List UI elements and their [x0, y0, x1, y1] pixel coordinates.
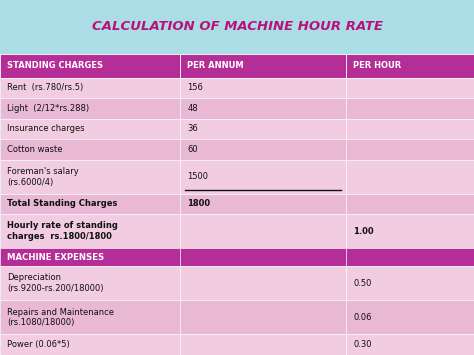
Bar: [346, 334, 474, 355]
Bar: [346, 160, 474, 194]
Bar: [180, 139, 346, 160]
Text: 48: 48: [187, 104, 198, 113]
Bar: [0, 194, 180, 214]
Bar: [180, 248, 346, 266]
Bar: [346, 266, 474, 300]
Bar: [180, 98, 346, 119]
Bar: [180, 160, 346, 194]
Text: MACHINE EXPENSES: MACHINE EXPENSES: [7, 253, 104, 262]
Bar: [0, 54, 180, 77]
Text: Cotton waste: Cotton waste: [7, 145, 63, 154]
Text: STANDING CHARGES: STANDING CHARGES: [7, 61, 103, 70]
Text: Rent  (rs.780/rs.5): Rent (rs.780/rs.5): [7, 83, 83, 92]
Text: Foreman's salary
(rs.6000/4): Foreman's salary (rs.6000/4): [7, 167, 79, 186]
Bar: [346, 214, 474, 248]
Text: 0.50: 0.50: [353, 279, 372, 288]
Bar: [346, 54, 474, 77]
Text: Total Standing Charges: Total Standing Charges: [7, 200, 118, 208]
Bar: [0, 119, 180, 139]
Bar: [0, 248, 180, 266]
Bar: [346, 248, 474, 266]
Text: 1.00: 1.00: [353, 227, 374, 236]
Bar: [180, 266, 346, 300]
Bar: [346, 139, 474, 160]
Bar: [180, 214, 346, 248]
Bar: [180, 300, 346, 334]
Bar: [0, 160, 180, 194]
Text: PER ANNUM: PER ANNUM: [187, 61, 244, 70]
Text: 0.06: 0.06: [353, 313, 372, 322]
Text: Power (0.06*5): Power (0.06*5): [7, 340, 70, 349]
Bar: [346, 119, 474, 139]
Text: Hourly rate of standing
charges  rs.1800/1800: Hourly rate of standing charges rs.1800/…: [7, 222, 118, 241]
Text: 1500: 1500: [187, 172, 208, 181]
Text: Depreciation
(rs.9200-rs.200/18000): Depreciation (rs.9200-rs.200/18000): [7, 273, 104, 293]
Bar: [0, 266, 180, 300]
Text: Insurance charges: Insurance charges: [7, 124, 85, 133]
Text: 0.30: 0.30: [353, 340, 372, 349]
Text: 156: 156: [187, 83, 203, 92]
Bar: [180, 334, 346, 355]
Text: PER HOUR: PER HOUR: [353, 61, 401, 70]
Bar: [180, 77, 346, 98]
Bar: [180, 119, 346, 139]
Text: 60: 60: [187, 145, 198, 154]
Bar: [0, 300, 180, 334]
Bar: [346, 194, 474, 214]
Bar: [346, 98, 474, 119]
Bar: [0, 334, 180, 355]
Bar: [180, 194, 346, 214]
Bar: [0, 77, 180, 98]
Bar: [346, 77, 474, 98]
Text: 36: 36: [187, 124, 198, 133]
Text: CALCULATION OF MACHINE HOUR RATE: CALCULATION OF MACHINE HOUR RATE: [91, 21, 383, 33]
Text: 1800: 1800: [187, 200, 210, 208]
Bar: [0, 214, 180, 248]
Text: Light  (2/12*rs.288): Light (2/12*rs.288): [7, 104, 89, 113]
Bar: [0, 139, 180, 160]
Bar: [0, 98, 180, 119]
Text: Repairs and Maintenance
(rs.1080/18000): Repairs and Maintenance (rs.1080/18000): [7, 307, 114, 327]
Bar: [346, 300, 474, 334]
Bar: [0, 0, 474, 54]
Bar: [180, 54, 346, 77]
